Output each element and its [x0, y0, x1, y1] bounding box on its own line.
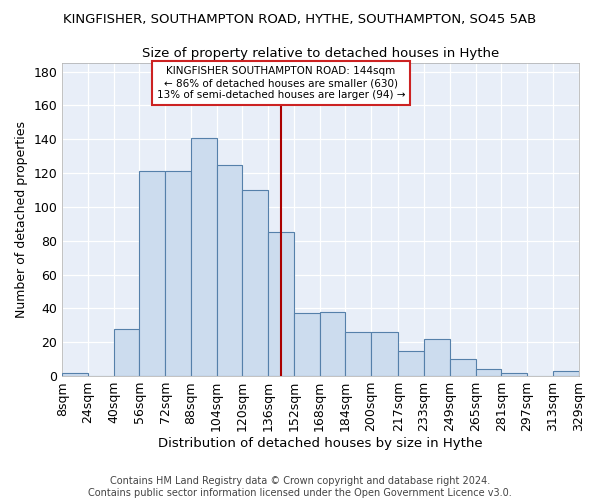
Bar [294, 314, 320, 376]
Text: KINGFISHER SOUTHAMPTON ROAD: 144sqm
← 86% of detached houses are smaller (630)
1: KINGFISHER SOUTHAMPTON ROAD: 144sqm ← 86… [157, 66, 405, 100]
Bar [268, 232, 294, 376]
X-axis label: Distribution of detached houses by size in Hythe: Distribution of detached houses by size … [158, 437, 483, 450]
Bar [502, 372, 527, 376]
Bar [450, 359, 476, 376]
Bar [62, 372, 88, 376]
Text: KINGFISHER, SOUTHAMPTON ROAD, HYTHE, SOUTHAMPTON, SO45 5AB: KINGFISHER, SOUTHAMPTON ROAD, HYTHE, SOU… [64, 12, 536, 26]
Bar [165, 172, 191, 376]
Bar [346, 332, 371, 376]
Bar [217, 164, 242, 376]
Y-axis label: Number of detached properties: Number of detached properties [15, 121, 28, 318]
Bar [114, 328, 139, 376]
Bar [476, 370, 502, 376]
Bar [139, 172, 165, 376]
Title: Size of property relative to detached houses in Hythe: Size of property relative to detached ho… [142, 48, 499, 60]
Bar [398, 350, 424, 376]
Bar [424, 339, 450, 376]
Bar [553, 371, 578, 376]
Bar [320, 312, 346, 376]
Bar [191, 138, 217, 376]
Bar [242, 190, 268, 376]
Bar [371, 332, 398, 376]
Text: Contains HM Land Registry data © Crown copyright and database right 2024.
Contai: Contains HM Land Registry data © Crown c… [88, 476, 512, 498]
